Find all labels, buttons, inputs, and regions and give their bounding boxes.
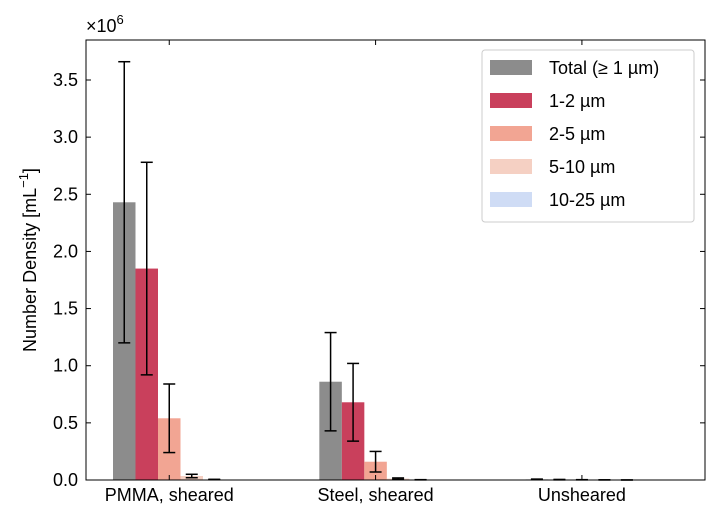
legend-swatch bbox=[490, 192, 532, 207]
legend-items: Total (≥ 1 µm) 1-2 µm 2-5 µm 5-10 µm 10-25 µ… bbox=[490, 58, 659, 210]
legend-swatch bbox=[490, 126, 532, 141]
y-multiplier: ×106 bbox=[86, 12, 124, 36]
y-tick-label: 2.0 bbox=[53, 241, 78, 261]
y-tick-label: 3.0 bbox=[53, 127, 78, 147]
plot-frame bbox=[85, 39, 706, 481]
y-axis-label-main: Number Density [mL bbox=[20, 188, 40, 352]
x-tick-label: Steel, sheared bbox=[318, 485, 434, 505]
y-tick-label: 0.5 bbox=[53, 413, 78, 433]
y-tick-label: 1.5 bbox=[53, 299, 78, 319]
legend-frame bbox=[481, 49, 695, 223]
legend-swatch bbox=[490, 159, 532, 174]
legend-label: Total (≥ 1 µm) bbox=[549, 58, 659, 78]
legend-label: 10-25 µm bbox=[549, 190, 625, 210]
legend-swatch bbox=[490, 60, 532, 75]
y-tick-label: 1.0 bbox=[53, 356, 78, 376]
legend-label: 1-2 µm bbox=[549, 91, 605, 111]
x-tick-label: PMMA, sheared bbox=[105, 485, 234, 505]
legend-label: 5-10 µm bbox=[549, 157, 615, 177]
y-axis-label-exponent: −1 bbox=[16, 173, 31, 188]
y-multiplier-exponent: 6 bbox=[117, 12, 124, 27]
legend-swatch bbox=[490, 93, 532, 108]
y-axis-label: Number Density [mL−1] bbox=[16, 168, 40, 352]
x-tick-label: Unsheared bbox=[538, 485, 626, 505]
y-ticks-layer: 0.0 0.5 1.0 1.5 2.0 2.5 3.0 3.5 bbox=[53, 70, 705, 490]
y-tick-label: 3.5 bbox=[53, 70, 78, 90]
y-multiplier-base: ×10 bbox=[86, 16, 117, 36]
legend-label: 2-5 µm bbox=[549, 124, 605, 144]
y-tick-label: 2.5 bbox=[53, 184, 78, 204]
y-axis-label-close: ] bbox=[20, 168, 40, 173]
legend: Total (≥ 1 µm) 1-2 µm 2-5 µm 5-10 µm 10-25 µ… bbox=[481, 49, 695, 223]
x-ticks-layer: PMMA, sheared Steel, sheared Unsheared bbox=[105, 40, 626, 505]
y-tick-label: 0.0 bbox=[53, 470, 78, 490]
